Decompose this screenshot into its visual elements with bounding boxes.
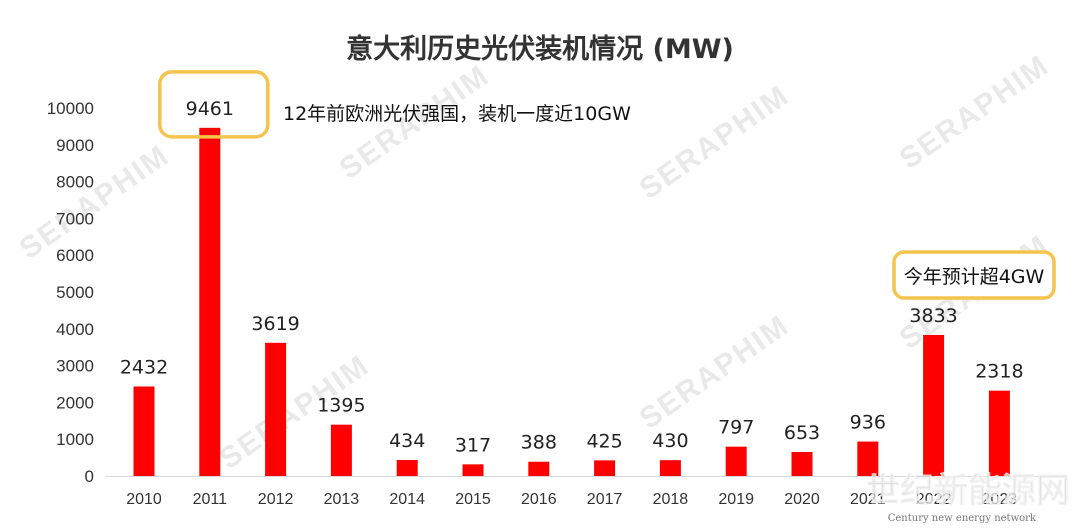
bars: [133, 127, 1010, 476]
y-tick-label: 5000: [56, 283, 94, 302]
bar: [396, 460, 418, 476]
y-tick-label: 2000: [56, 393, 94, 412]
x-tick-label: 2013: [324, 491, 360, 508]
bar: [791, 451, 813, 476]
bar: [594, 460, 616, 476]
x-tick-label: 2015: [455, 491, 491, 508]
x-tick-label: 2019: [718, 491, 754, 508]
annotation-peak: 12年前欧洲光伏强国，装机一度近10GW: [283, 103, 631, 125]
watermark-text: SERAPHIM: [14, 139, 176, 266]
chart-title: 意大利历史光伏装机情况 (MW): [346, 33, 734, 65]
y-tick-label: 9000: [56, 136, 94, 155]
bar: [659, 460, 681, 476]
bar: [330, 424, 352, 476]
watermark-text: SERAPHIM: [894, 49, 1056, 176]
y-tick-label: 1000: [56, 430, 94, 449]
y-tick-label: 3000: [56, 357, 94, 376]
x-tick-label: 2014: [389, 491, 425, 508]
x-tick-label: 2012: [258, 491, 294, 508]
data-label: 3619: [251, 313, 299, 335]
data-label: 388: [521, 432, 557, 454]
x-tick-label: 2010: [126, 491, 162, 508]
bar: [725, 446, 747, 476]
bar: [462, 464, 484, 476]
y-tick-label: 10000: [47, 99, 94, 118]
x-tick-label: 2018: [653, 491, 689, 508]
x-tick-label: 2021: [850, 491, 886, 508]
corner-watermark-cn: 世纪新能源网: [866, 471, 1070, 511]
x-tick-label: 2011: [193, 491, 228, 508]
bar: [199, 127, 221, 476]
data-label: 797: [718, 417, 754, 439]
y-tick-label: 0: [85, 467, 94, 486]
corner-watermark: Century new energy network 世纪新能源网: [866, 471, 1071, 525]
x-tick-label: 2023: [982, 491, 1018, 508]
y-tick-label: 6000: [56, 246, 94, 265]
x-tick-label: 2016: [521, 491, 557, 508]
x-axis: 2010 2011 2012 2013 2014 2015 2016 2017 2018 2019…: [105, 476, 1040, 508]
data-label: 936: [850, 412, 886, 434]
data-label: 317: [455, 434, 491, 456]
annotations: 12年前欧洲光伏强国，装机一度近10GW 今年预计超4GW: [158, 70, 1056, 300]
highlight-box: [892, 250, 1056, 300]
annotation-forecast: 今年预计超4GW: [904, 266, 1045, 288]
bar: [528, 461, 550, 476]
watermark-text: SERAPHIM: [634, 79, 796, 206]
data-label: 434: [389, 430, 425, 452]
data-label: 425: [586, 430, 622, 452]
data-label: 430: [652, 430, 688, 452]
data-label: 1395: [317, 395, 365, 417]
x-tick-label: 2020: [784, 491, 820, 508]
data-label: 3833: [909, 305, 957, 327]
bar: [133, 386, 155, 476]
y-tick-label: 7000: [56, 209, 94, 228]
y-tick-label: 4000: [56, 320, 94, 339]
highlight-box: [158, 70, 270, 139]
bar: [923, 334, 945, 476]
data-label: 9461: [186, 98, 234, 120]
y-axis: 0 1000 2000 3000 4000 5000 6000 7000 8000 9000 100…: [47, 99, 94, 486]
data-labels: 2432 9461 3619 1395 434 317 388 425 430 797 653 936…: [120, 98, 1024, 456]
bar: [857, 441, 879, 476]
y-tick-label: 8000: [56, 173, 94, 192]
x-tick-label: 2017: [587, 491, 623, 508]
corner-watermark-en: Century new energy network: [888, 513, 1037, 524]
data-label: 2318: [975, 361, 1023, 383]
data-label: 2432: [120, 357, 168, 379]
data-label: 653: [784, 422, 820, 444]
watermark-text: SERAPHIM: [634, 309, 796, 436]
bar: [988, 390, 1010, 476]
x-tick-label: 2022: [916, 491, 952, 508]
bar: [265, 342, 287, 476]
